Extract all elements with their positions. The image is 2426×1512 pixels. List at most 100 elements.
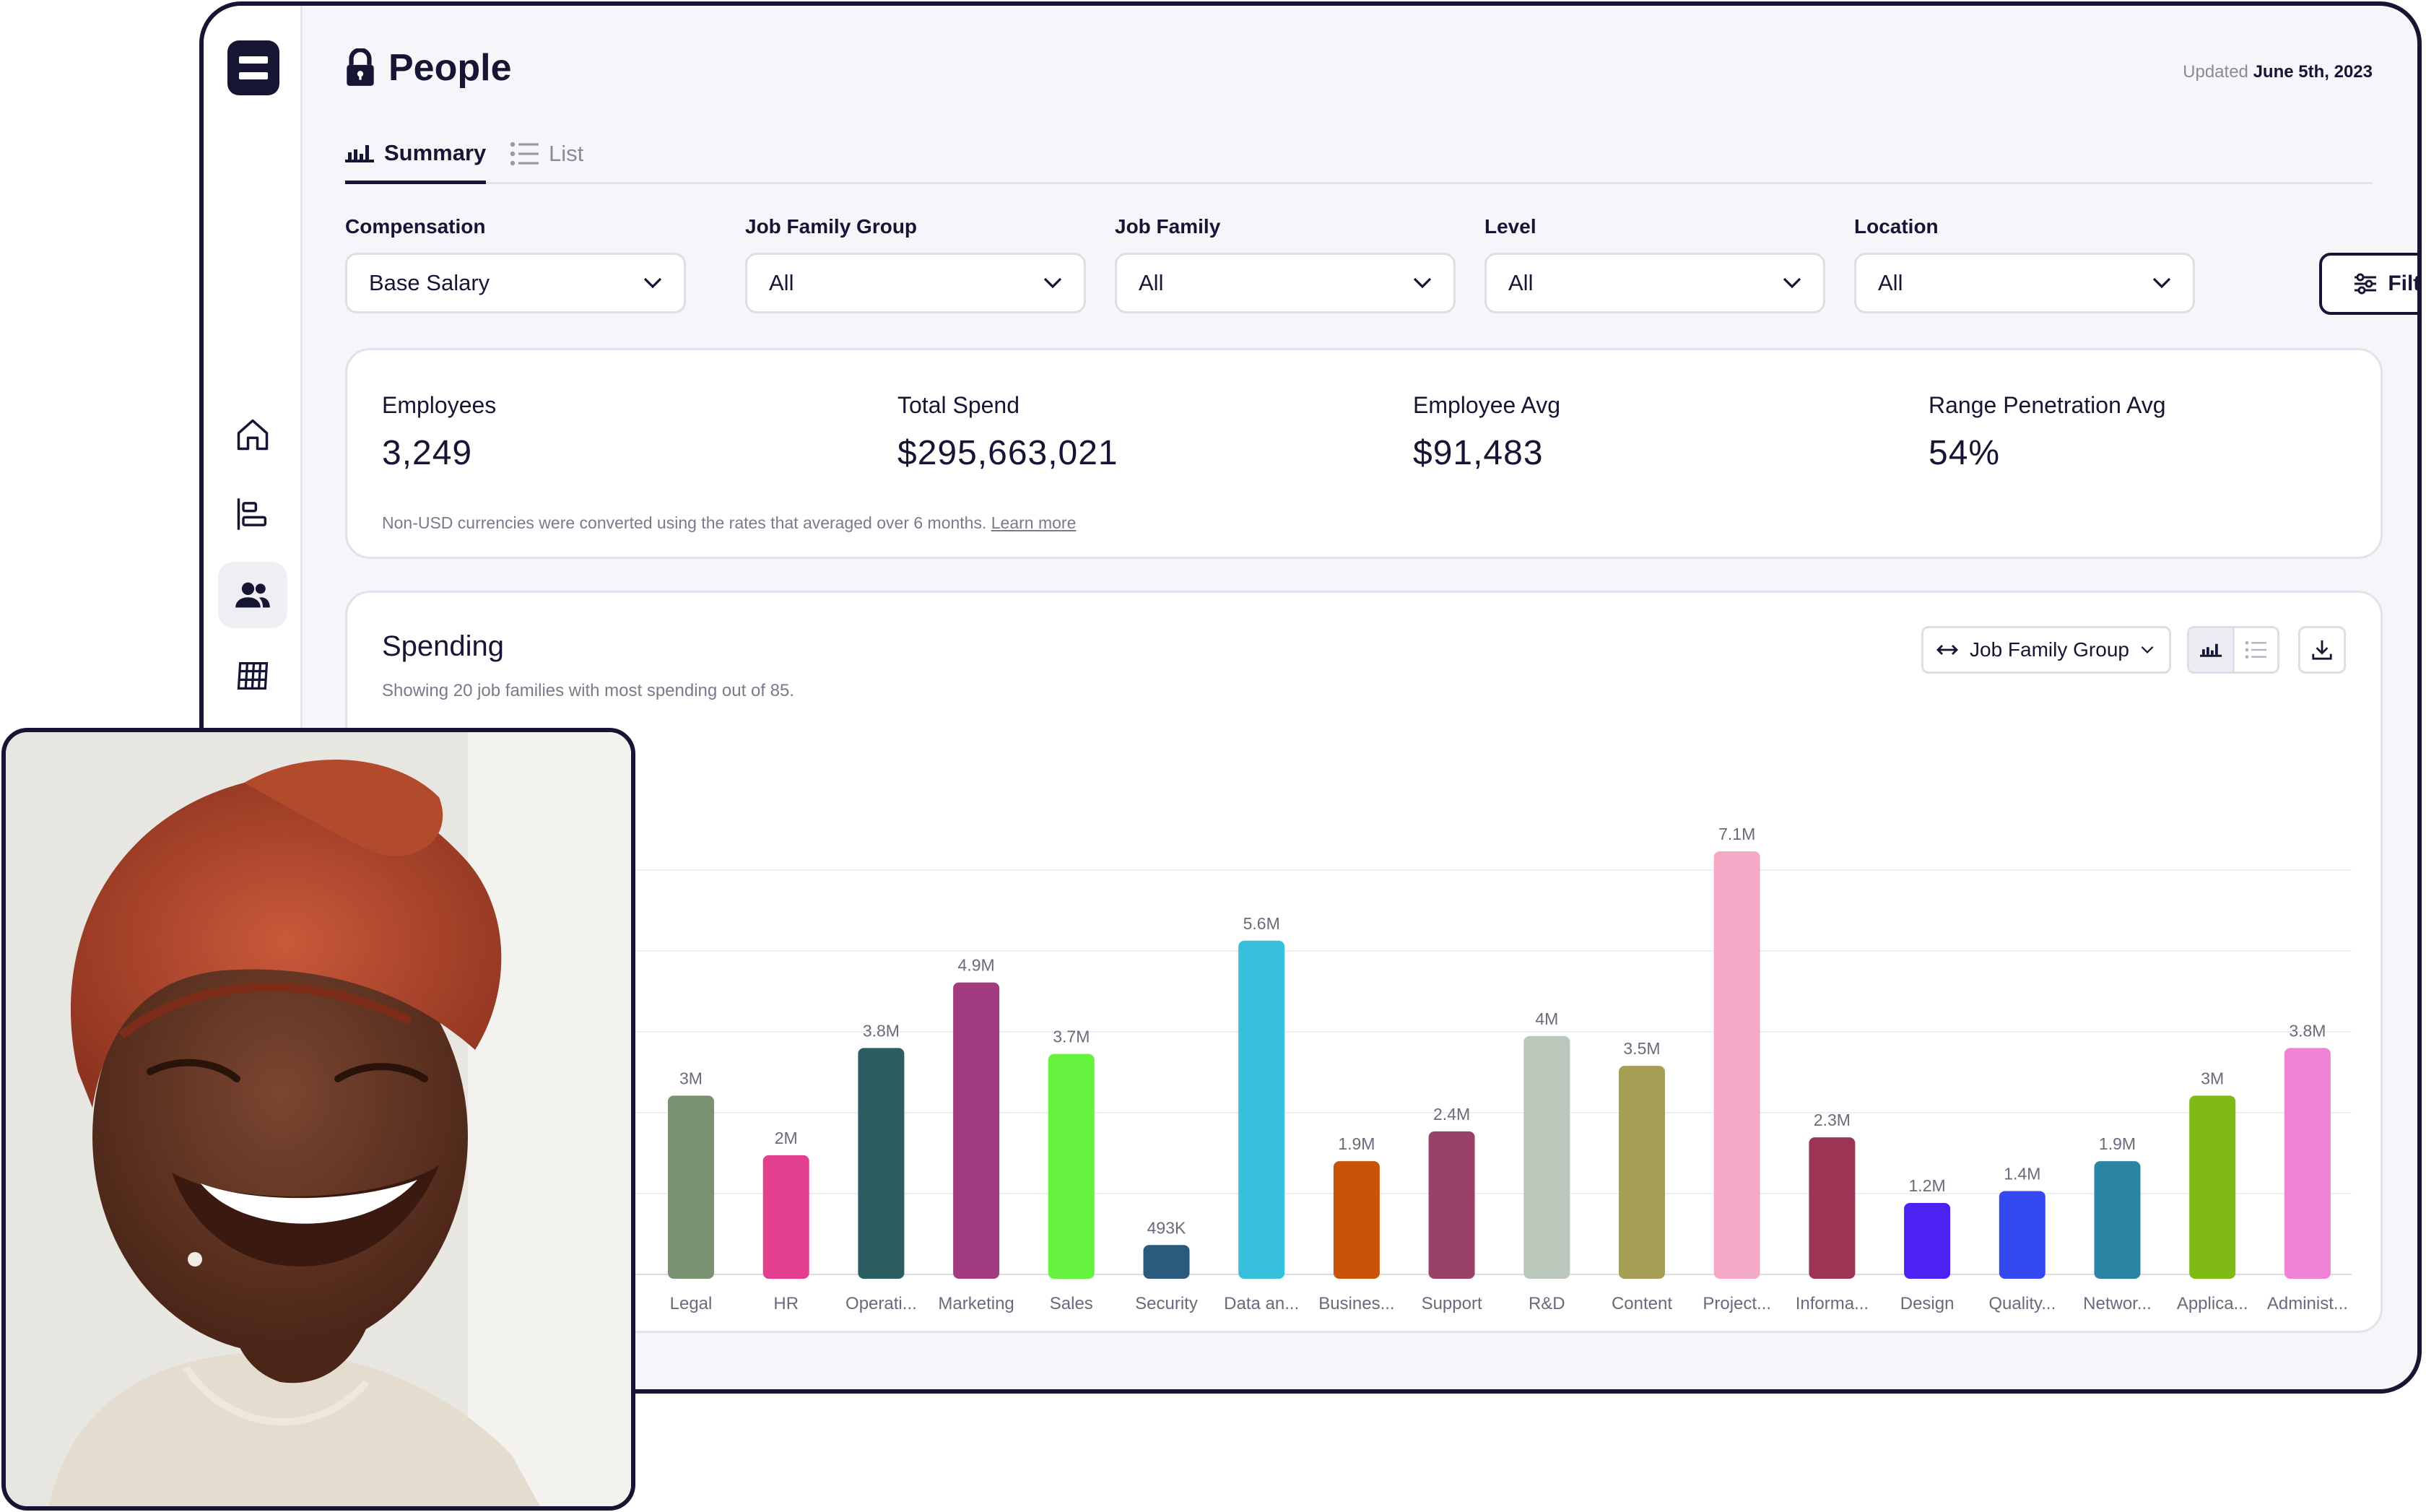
category-label: Networ... xyxy=(2083,1294,2152,1313)
list-view-button[interactable] xyxy=(2235,628,2278,672)
bar-value-label: 4.9M xyxy=(958,956,995,975)
bar-value-label: 3.7M xyxy=(1053,1027,1090,1046)
spending-bar-chart: 3M Legal 2M HR 3.8M Operati... 4.9M Marketing 3.… xyxy=(376,825,2352,1313)
category-label: Quality... xyxy=(1988,1294,2056,1313)
chart-bar[interactable] xyxy=(2284,1048,2331,1279)
category-label: Security xyxy=(1135,1294,1198,1313)
chart-bar[interactable] xyxy=(1238,940,1285,1279)
category-label: HR xyxy=(773,1294,799,1313)
stat-employee-avg: Employee Avg $91,483 xyxy=(1413,392,1560,472)
category-label: Applica... xyxy=(2177,1294,2248,1313)
chart-bar[interactable] xyxy=(1143,1245,1190,1279)
download-button[interactable] xyxy=(2298,626,2346,674)
bar-value-label: 3.5M xyxy=(1623,1039,1660,1058)
category-label: Busines... xyxy=(1318,1294,1394,1313)
location-select[interactable]: All xyxy=(1854,253,2195,313)
compensation-select[interactable]: Base Salary xyxy=(345,253,686,313)
smiling-woman-illustration xyxy=(6,732,631,1506)
learn-more-link[interactable]: Learn more xyxy=(991,513,1077,532)
bar-value-label: 7.1M xyxy=(1718,825,1755,843)
bar-chart-icon xyxy=(345,145,374,162)
group-by-select[interactable]: Job Family Group xyxy=(1921,626,2171,674)
bar-chart-icon xyxy=(2199,643,2222,657)
chart-bar[interactable] xyxy=(2189,1095,2236,1279)
chart-bar[interactable] xyxy=(1523,1035,1570,1279)
bar-value-label: 3M xyxy=(679,1069,703,1087)
location-label: Location xyxy=(1854,215,1939,238)
chart-bar[interactable] xyxy=(1048,1053,1095,1279)
job-family-group-select[interactable]: All xyxy=(745,253,1086,313)
chart-bar[interactable] xyxy=(1713,851,1760,1279)
list-icon xyxy=(510,142,539,166)
category-label: Support xyxy=(1422,1294,1482,1313)
chart-bar[interactable] xyxy=(1619,1066,1665,1279)
people-icon[interactable] xyxy=(218,562,287,628)
updated-timestamp: Updated June 5th, 2023 xyxy=(2183,62,2373,82)
bar-value-label: 3.8M xyxy=(2289,1021,2326,1040)
filter-button[interactable]: Filter xyxy=(2319,253,2417,315)
grid-table-icon[interactable] xyxy=(218,643,287,709)
spending-title: Spending xyxy=(382,630,505,662)
stat-employees: Employees 3,249 xyxy=(382,392,497,472)
bar-value-label: 1.4M xyxy=(2004,1164,2040,1183)
category-label: Legal xyxy=(670,1294,713,1313)
job-family-label: Job Family xyxy=(1115,215,1221,238)
chart-bar[interactable] xyxy=(858,1048,905,1279)
bar-value-label: 5.6M xyxy=(1243,914,1280,933)
arrows-horizontal-icon xyxy=(1936,645,1958,655)
level-select[interactable]: All xyxy=(1484,253,1825,313)
home-icon[interactable] xyxy=(218,401,287,468)
view-tabs: Summary List xyxy=(345,126,2373,184)
category-label: Sales xyxy=(1050,1294,1093,1313)
chart-bar[interactable] xyxy=(1999,1191,2045,1279)
bar-value-label: 493K xyxy=(1147,1218,1186,1237)
org-chart-icon[interactable] xyxy=(218,481,287,547)
category-label: Administ... xyxy=(2267,1294,2348,1313)
employee-photo xyxy=(1,728,635,1511)
category-label: R&D xyxy=(1529,1294,1565,1313)
main-content: People Updated June 5th, 2023 Summary Li… xyxy=(300,6,2417,1389)
app-logo[interactable] xyxy=(227,40,279,95)
job-family-group-label: Job Family Group xyxy=(745,215,918,238)
lock-icon xyxy=(347,48,374,86)
bar-value-label: 3M xyxy=(2201,1069,2224,1087)
stat-total-spend: Total Spend $295,663,021 xyxy=(897,392,1118,472)
bar-value-label: 1.2M xyxy=(1909,1176,1946,1195)
sliders-icon xyxy=(2355,273,2377,295)
category-label: Operati... xyxy=(845,1294,917,1313)
chart-view-toggle xyxy=(2187,626,2279,674)
list-icon xyxy=(2245,640,2267,659)
chart-bar[interactable] xyxy=(2094,1161,2141,1279)
chart-bar[interactable] xyxy=(1333,1161,1380,1279)
chevron-down-icon xyxy=(2141,646,2154,654)
bar-value-label: 1.9M xyxy=(2099,1134,2136,1153)
bar-value-label: 2.4M xyxy=(1433,1105,1470,1124)
bar-value-label: 1.9M xyxy=(1338,1134,1375,1153)
chart-bar[interactable] xyxy=(668,1095,714,1279)
bar-chart-view-button[interactable] xyxy=(2189,628,2235,672)
job-family-select[interactable]: All xyxy=(1115,253,1456,313)
chevron-down-icon xyxy=(1783,277,1801,289)
page-header: People xyxy=(345,46,512,90)
chart-bar[interactable] xyxy=(1428,1131,1475,1279)
category-label: Marketing xyxy=(938,1294,1014,1313)
category-label: Content xyxy=(1612,1294,1672,1313)
category-label: Project... xyxy=(1703,1294,1771,1313)
spending-subtitle: Showing 20 job families with most spendi… xyxy=(382,681,794,700)
chart-bar[interactable] xyxy=(953,982,1000,1279)
tab-list[interactable]: List xyxy=(510,126,583,182)
chart-bar[interactable] xyxy=(1809,1137,1856,1279)
chevron-down-icon xyxy=(1043,277,1062,289)
summary-stats-card: Employees 3,249 Total Spend $295,663,021… xyxy=(345,348,2383,559)
bar-value-label: 2.3M xyxy=(1814,1111,1851,1129)
bar-value-label: 3.8M xyxy=(863,1021,900,1040)
chart-bar[interactable] xyxy=(762,1155,809,1279)
bar-value-label: 2M xyxy=(775,1129,798,1147)
stat-range-penetration: Range Penetration Avg 54% xyxy=(1929,392,2166,472)
chart-bar[interactable] xyxy=(1904,1202,1951,1279)
tab-summary[interactable]: Summary xyxy=(345,126,487,184)
download-icon xyxy=(2312,640,2332,660)
category-label: Design xyxy=(1900,1294,1955,1313)
chevron-down-icon xyxy=(643,277,662,289)
category-label: Data an... xyxy=(1224,1294,1299,1313)
